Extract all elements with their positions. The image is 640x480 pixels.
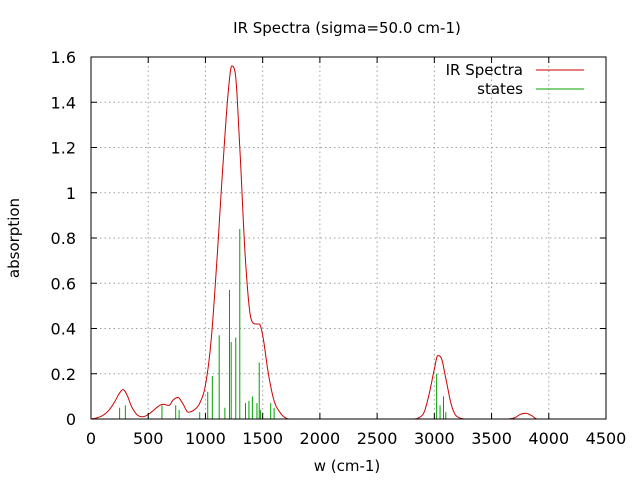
- x-tick-label: 2500: [357, 429, 398, 448]
- legend-label-states: states: [477, 80, 523, 98]
- x-tick-label: 4000: [528, 429, 569, 448]
- x-tick-label: 1000: [185, 429, 226, 448]
- y-tick-label: 0.2: [51, 365, 76, 384]
- y-tick-label: 1.2: [51, 139, 76, 158]
- states-series: [119, 228, 447, 419]
- y-tick-label: 1.6: [51, 48, 76, 67]
- y-tick-label: 1: [66, 184, 76, 203]
- grid: [91, 57, 606, 419]
- chart-title: IR Spectra (sigma=50.0 cm-1): [233, 19, 461, 37]
- x-tick-label: 4500: [586, 429, 627, 448]
- x-tick-label: 500: [133, 429, 164, 448]
- axis-ticks: [90, 56, 607, 420]
- y-tick-label: 0.6: [51, 274, 76, 293]
- x-tick-label: 3000: [414, 429, 455, 448]
- y-tick-labels: 0 0.2 0.4 0.6 0.8 1 1.2 1.4 1.6: [51, 48, 76, 429]
- x-tick-labels: 0 500 1000 1500 2000 2500 3000 3500 4000 4500: [86, 429, 626, 448]
- x-tick-label: 0: [86, 429, 96, 448]
- legend-label-ir-spectra: IR Spectra: [446, 61, 523, 79]
- y-tick-label: 0.4: [51, 320, 76, 339]
- y-axis-label: absorption: [5, 198, 23, 278]
- x-tick-label: 3500: [471, 429, 512, 448]
- legend: IR Spectra states: [446, 61, 584, 98]
- x-tick-label: 2000: [300, 429, 341, 448]
- ir-spectra-line: [90, 65, 606, 420]
- y-tick-label: 1.4: [51, 93, 76, 112]
- x-tick-label: 1500: [242, 429, 283, 448]
- y-tick-label: 0.8: [51, 229, 76, 248]
- x-axis-label: w (cm-1): [314, 457, 381, 475]
- y-tick-label: 0: [66, 410, 76, 429]
